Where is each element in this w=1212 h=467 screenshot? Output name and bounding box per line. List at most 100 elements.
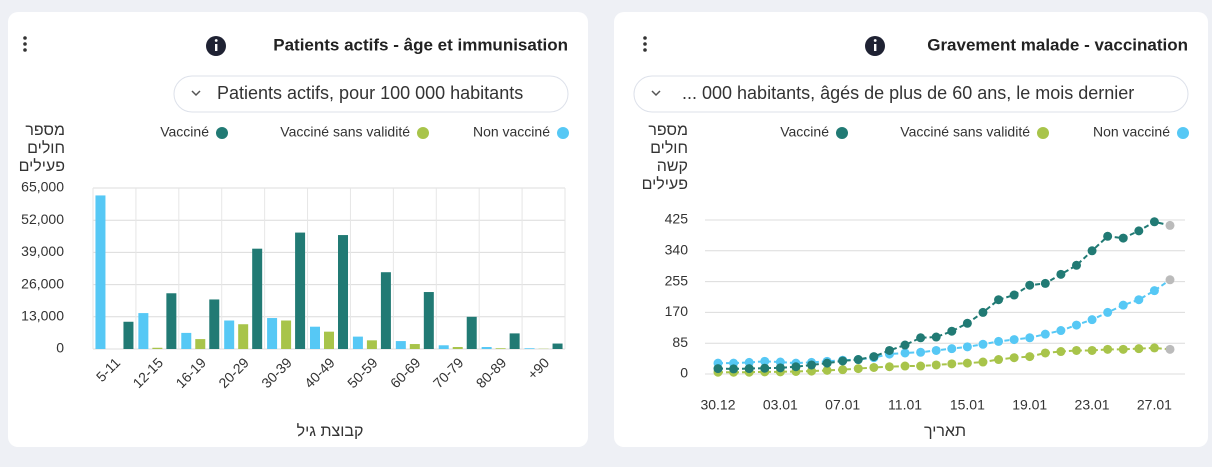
point — [853, 355, 863, 365]
x-tick-label: 07.01 — [825, 397, 860, 413]
point — [978, 307, 988, 317]
point — [1071, 345, 1081, 355]
x-tick-label: 11.01 — [888, 397, 922, 413]
point — [962, 358, 972, 368]
point — [1025, 280, 1035, 290]
x-tick-label: 30.12 — [700, 397, 735, 413]
bar — [380, 272, 391, 349]
bar — [466, 316, 477, 349]
bar — [409, 344, 420, 349]
point — [994, 295, 1004, 305]
bar — [267, 318, 278, 349]
bar — [238, 324, 249, 349]
x-axis-label: קבוצת גיל — [297, 422, 364, 440]
bar — [209, 299, 220, 349]
info-icon[interactable] — [865, 36, 885, 56]
x-tick-label: 19.01 — [1012, 397, 1047, 413]
point — [1149, 343, 1159, 353]
point — [1009, 290, 1019, 300]
legend-marker — [1037, 127, 1049, 139]
y-tick-label: 340 — [665, 242, 689, 258]
point — [838, 365, 848, 375]
legend-label: Vacciné — [780, 124, 829, 140]
menu-icon[interactable] — [643, 36, 647, 52]
point — [900, 340, 910, 350]
bar — [295, 232, 306, 349]
legend-marker — [836, 127, 848, 139]
x-tick-label: 27.01 — [1137, 397, 1172, 413]
point — [1165, 220, 1175, 230]
point — [822, 365, 832, 375]
point — [916, 333, 926, 343]
point — [744, 364, 754, 374]
info-icon[interactable] — [206, 36, 226, 56]
y-tick-label: 170 — [665, 303, 689, 319]
point — [760, 363, 770, 373]
dropdown-label: Patients actifs, pour 100 000 habitants — [217, 83, 523, 103]
point — [1149, 286, 1159, 296]
legend-marker — [1177, 127, 1189, 139]
point — [869, 362, 879, 372]
point — [1118, 300, 1128, 310]
bar — [352, 336, 363, 349]
x-axis-label: תאריך — [924, 423, 966, 440]
menu-icon[interactable] — [23, 36, 27, 52]
point — [978, 357, 988, 367]
bar — [181, 332, 192, 349]
point — [729, 364, 739, 374]
point — [853, 364, 863, 374]
point — [900, 348, 910, 358]
bar — [138, 313, 149, 349]
point — [1056, 326, 1066, 336]
point — [1071, 260, 1081, 270]
point — [1009, 335, 1019, 345]
y-axis-label: חולים — [27, 139, 65, 157]
point — [931, 360, 941, 370]
point — [884, 362, 894, 372]
point — [744, 357, 754, 367]
point — [1009, 353, 1019, 363]
y-axis-label: פעילים — [19, 157, 65, 175]
bar — [495, 348, 506, 349]
bar — [338, 235, 348, 349]
point — [1040, 348, 1050, 358]
legend-label: Non vacciné — [473, 124, 550, 140]
dropdown[interactable] — [173, 75, 569, 113]
point — [1087, 345, 1097, 355]
bar — [423, 292, 434, 349]
point — [947, 359, 957, 369]
point — [1134, 226, 1144, 236]
point — [1103, 231, 1113, 241]
bar — [123, 321, 134, 349]
card — [8, 12, 588, 447]
point — [947, 344, 957, 354]
point — [1118, 233, 1128, 243]
legend-marker — [216, 127, 228, 139]
y-tick-label: 0 — [56, 340, 64, 356]
point — [1149, 217, 1159, 227]
legend-marker — [557, 127, 569, 139]
point — [1165, 344, 1175, 354]
y-tick-label: 13,000 — [21, 308, 64, 324]
y-axis-label: מספר — [25, 122, 65, 139]
point — [760, 356, 770, 366]
x-tick-label: 15.01 — [950, 397, 985, 413]
dropdown[interactable] — [633, 75, 1189, 113]
y-tick-label: 255 — [665, 272, 689, 288]
point — [931, 345, 941, 355]
point — [884, 345, 894, 355]
point — [931, 332, 941, 342]
point — [807, 360, 817, 370]
bar — [310, 326, 320, 349]
bar — [166, 293, 177, 349]
chart-title: Gravement malade - vaccination — [927, 35, 1188, 54]
point — [962, 342, 972, 352]
point — [1087, 246, 1097, 256]
bar — [252, 248, 263, 349]
point — [807, 366, 817, 376]
y-axis-label: פעילים — [642, 175, 688, 193]
point — [962, 318, 972, 328]
x-tick-label: 03.01 — [763, 397, 798, 413]
point — [1087, 315, 1097, 325]
